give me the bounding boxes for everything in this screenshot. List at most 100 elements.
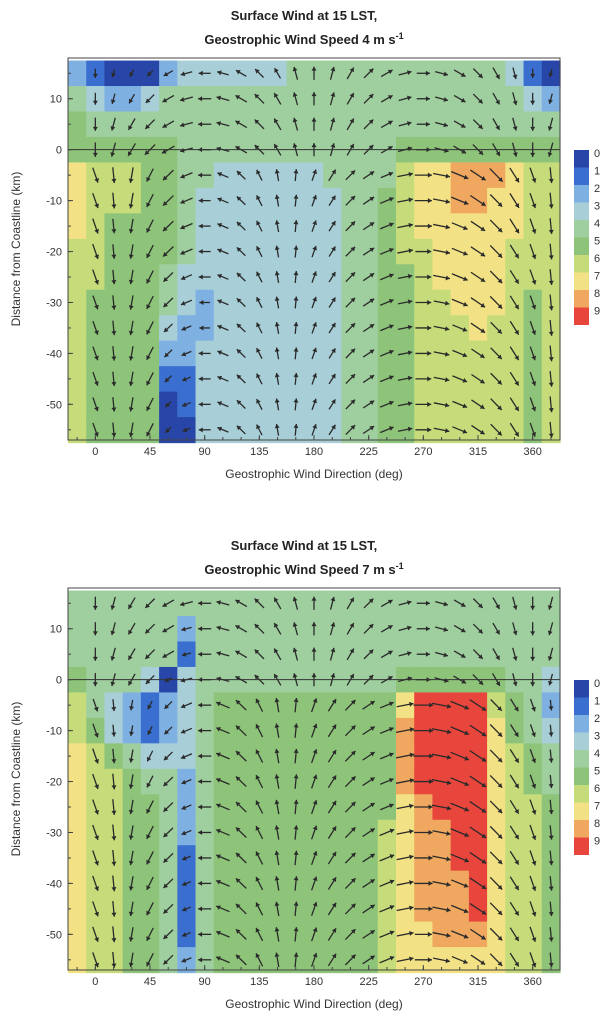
wind-arrow-head (180, 147, 185, 153)
wind-arrow-head (128, 655, 133, 660)
wind-arrow-head (427, 957, 432, 963)
wind-arrow-head (350, 878, 356, 883)
y-tick-label: -40 (46, 878, 62, 890)
colorbar-label: 6 (594, 783, 600, 795)
wind-arrow-head (547, 680, 553, 686)
wind-arrow-head (388, 400, 394, 406)
wind-arrow-head (217, 70, 222, 76)
wind-arrow-head (94, 784, 99, 790)
wind-arrow-head (480, 277, 486, 282)
wind-arrow-head (311, 66, 317, 71)
wind-arrow-head (350, 903, 356, 909)
colorbar-swatch (574, 802, 589, 820)
wind-arrow-head (312, 952, 318, 958)
wind-arrow-head (312, 424, 318, 429)
wind-arrow-head (254, 119, 260, 125)
wind-arrow-head (311, 117, 317, 122)
wind-arrow-head (388, 803, 394, 809)
wind-arrow-head (350, 348, 356, 354)
colorbar-label: 8 (594, 288, 600, 300)
wind-arrow-head (311, 596, 317, 601)
heatmap-svg: Surface Wind at 15 LST, Geostrophic Wind … (9, 8, 600, 481)
wind-arrow-head (495, 125, 500, 130)
wind-arrow-head (312, 902, 318, 907)
colorbar-label: 4 (594, 218, 600, 230)
wind-arrow-head (350, 954, 356, 960)
wind-arrow-head (312, 194, 318, 200)
wind-arrow-head (481, 757, 487, 762)
wind-arrow-head (164, 352, 170, 358)
wind-arrow-head (531, 860, 537, 866)
wind-arrow-head (255, 876, 261, 882)
wind-arrow-head (162, 627, 168, 633)
colorbar-swatch (574, 167, 589, 185)
wind-arrow-head (146, 202, 151, 208)
wind-arrow-head (350, 272, 356, 277)
wind-arrow-head (293, 901, 299, 906)
wind-arrow-head (217, 197, 223, 203)
wind-arrow-head (427, 249, 432, 255)
wind-arrow-head (255, 800, 261, 806)
wind-arrow-head (497, 405, 502, 410)
wind-arrow-head (128, 330, 134, 336)
wind-arrow-head (512, 74, 518, 80)
wind-arrow-head (331, 877, 337, 882)
wind-arrow-head (446, 856, 451, 862)
wind-arrow-head (182, 402, 187, 407)
wind-arrow-head (514, 228, 520, 234)
colorbar-swatch (574, 220, 589, 238)
wind-arrow-head (497, 961, 503, 966)
wind-arrow-head (216, 727, 221, 732)
wind-arrow-head (480, 960, 486, 965)
wind-arrow-head (497, 808, 503, 814)
wind-arrow-head (128, 407, 134, 412)
colorbar-label: 5 (594, 236, 600, 248)
wind-arrow-head (94, 355, 99, 361)
wind-arrow-head (350, 323, 356, 328)
wind-arrow-head (180, 250, 186, 255)
colorbar: 0 1 2 3 4 5 6 7 8 9 (574, 678, 600, 855)
heat-cell (68, 616, 87, 643)
wind-arrow-head (312, 322, 318, 327)
y-axis-label: Distance from Coastline (km) (9, 702, 23, 857)
wind-arrow-head (531, 254, 537, 260)
wind-arrow-head (548, 178, 554, 184)
wind-arrow-head (368, 598, 374, 604)
wind-arrow-head (292, 596, 298, 602)
x-tick-label: 45 (144, 446, 156, 458)
wind-arrow-head (111, 381, 117, 387)
wind-arrow-head (350, 425, 356, 430)
wind-arrow-head (514, 961, 519, 967)
wind-arrow-head (146, 782, 152, 788)
wind-arrow-head (236, 196, 242, 202)
wind-arrow-head (514, 910, 519, 916)
wind-arrow-head (181, 958, 187, 963)
wind-arrow-head (274, 423, 280, 429)
heat-cell (68, 111, 87, 138)
heat-cell (68, 768, 87, 795)
wind-arrow-head (497, 935, 503, 941)
wind-arrow-head (409, 803, 414, 809)
heat-cell (68, 391, 87, 418)
wind-arrow-head (460, 602, 466, 607)
wind-arrow-head (514, 936, 519, 942)
wind-arrow-head (547, 605, 553, 610)
wind-arrow-head (407, 350, 413, 356)
x-tick-label: 90 (199, 976, 211, 988)
wind-arrow-head (460, 653, 466, 658)
wind-arrow-head (312, 723, 318, 729)
wind-arrow-head (464, 806, 469, 812)
wind-arrow-head (406, 70, 412, 76)
wind-arrow-head (369, 247, 375, 253)
wind-arrow-head (312, 851, 318, 856)
wind-arrow-head (388, 777, 394, 783)
heat-cell (68, 366, 87, 393)
wind-arrow-head (274, 799, 280, 805)
wind-arrow-head (181, 626, 186, 632)
wind-arrow-head (463, 174, 469, 180)
wind-arrow-head (368, 68, 374, 74)
wind-arrow-head (255, 851, 261, 857)
wind-arrow-head (162, 602, 168, 607)
wind-arrow-head (92, 152, 98, 157)
wind-arrow-head (256, 424, 261, 430)
